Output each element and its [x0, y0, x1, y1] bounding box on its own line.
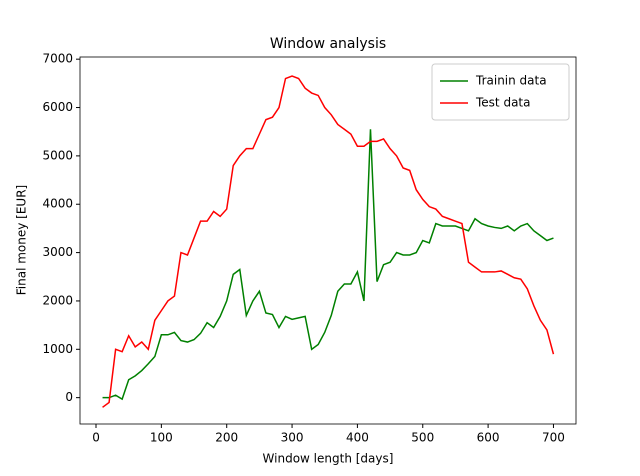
x-tick-label: 100 [150, 431, 173, 445]
y-tick-label: 0 [65, 390, 73, 404]
data-line [102, 129, 554, 401]
y-tick-label: 2000 [42, 293, 73, 307]
legend-box [431, 63, 570, 121]
y-tick-label: 6000 [42, 100, 73, 114]
y-tick-label: 1000 [42, 342, 73, 356]
data-line [102, 75, 555, 408]
x-tick-label: 200 [215, 431, 238, 445]
y-tick-label: 4000 [42, 197, 73, 211]
x-tick-label: 300 [281, 431, 304, 445]
legend-label: Test data [475, 96, 530, 110]
x-tick-label: 0 [92, 431, 100, 445]
x-tick-label: 600 [477, 431, 500, 445]
plot-frame [79, 56, 577, 425]
y-tick-label: 5000 [42, 148, 73, 162]
x-tick-label: 700 [542, 431, 565, 445]
x-axis-label: Window length [days] [263, 452, 394, 466]
y-axis-label: Final money [EUR] [15, 185, 29, 295]
chart-title: Window analysis [270, 36, 386, 52]
y-tick-label: 7000 [42, 52, 73, 66]
y-tick-label: 3000 [42, 245, 73, 259]
legend-label: Trainin data [475, 74, 547, 88]
x-tick-label: 500 [411, 431, 434, 445]
x-tick-label: 400 [346, 431, 369, 445]
